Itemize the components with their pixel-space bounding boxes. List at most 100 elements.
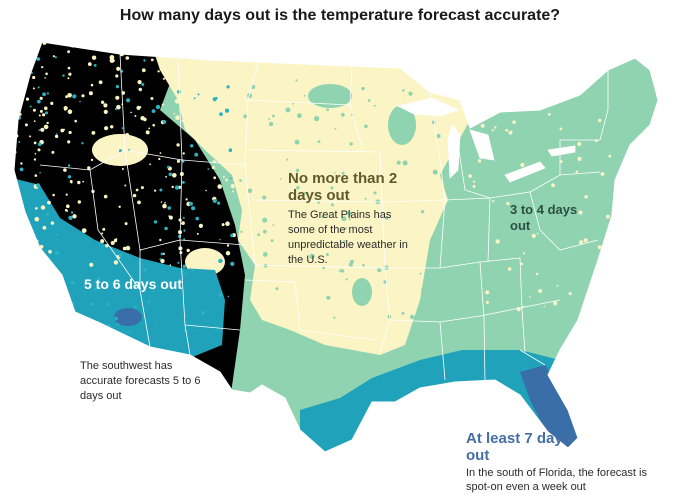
- texture-speckle: [173, 62, 177, 66]
- texture-speckle: [121, 127, 124, 129]
- texture-speckle: [536, 232, 539, 235]
- texture-speckle: [147, 300, 151, 304]
- texture-speckle: [172, 173, 177, 178]
- texture-speckle: [348, 262, 353, 267]
- texture-speckle: [182, 152, 185, 155]
- texture-speckle: [125, 133, 130, 138]
- texture-speckle: [82, 180, 85, 183]
- texture-speckle: [295, 79, 298, 82]
- texture-speckle: [141, 68, 146, 73]
- texture-speckle: [24, 239, 27, 242]
- texture-speckle: [209, 118, 212, 121]
- texture-speckle: [206, 88, 209, 91]
- texture-speckle: [116, 161, 121, 166]
- texture-speckle: [543, 305, 546, 308]
- texture-speckle: [560, 160, 563, 164]
- texture-speckle: [321, 215, 324, 219]
- texture-speckle: [39, 109, 43, 113]
- texture-speckle: [145, 130, 150, 135]
- texture-speckle: [190, 69, 192, 72]
- texture-speckle: [608, 154, 612, 158]
- east-patch-2: [388, 105, 416, 145]
- texture-speckle: [432, 169, 438, 175]
- texture-speckle: [81, 228, 87, 234]
- texture-speckle: [24, 123, 28, 127]
- texture-speckle: [118, 149, 123, 153]
- texture-speckle: [34, 153, 37, 155]
- texture-speckle: [317, 140, 321, 144]
- texture-speckle: [317, 201, 320, 204]
- texture-speckle: [67, 140, 71, 144]
- texture-speckle: [67, 175, 72, 179]
- texture-speckle: [174, 99, 180, 104]
- texture-speckle: [338, 97, 343, 103]
- texture-speckle: [40, 127, 45, 132]
- texture-speckle: [169, 264, 172, 267]
- texture-speckle: [188, 201, 193, 206]
- texture-speckle: [196, 329, 199, 332]
- texture-speckle: [322, 266, 325, 270]
- texture-speckle: [100, 100, 105, 105]
- texture-speckle: [522, 252, 526, 255]
- texture-speckle: [155, 104, 161, 110]
- texture-speckle: [134, 305, 138, 309]
- texture-speckle: [194, 152, 199, 157]
- texture-speckle: [196, 232, 199, 235]
- texture-speckle: [211, 100, 213, 102]
- texture-speckle: [373, 191, 377, 195]
- texture-speckle: [159, 188, 163, 192]
- texture-speckle: [216, 77, 219, 80]
- texture-speckle: [446, 302, 450, 307]
- texture-speckle: [198, 223, 203, 228]
- texture-speckle: [589, 293, 594, 298]
- texture-speckle: [121, 168, 124, 170]
- texture-speckle: [148, 127, 151, 130]
- texture-speckle: [101, 232, 104, 235]
- texture-speckle: [137, 80, 142, 85]
- texture-speckle: [81, 94, 85, 98]
- texture-speckle: [208, 147, 211, 150]
- texture-speckle: [334, 127, 337, 130]
- texture-speckle: [349, 142, 353, 146]
- texture-speckle: [32, 108, 36, 112]
- texture-speckle: [150, 58, 154, 62]
- texture-speckle: [38, 114, 41, 117]
- texture-speckle: [31, 251, 34, 255]
- texture-speckle: [187, 267, 190, 269]
- plains-note: The Great Plains has some of the most un…: [288, 209, 408, 266]
- texture-speckle: [29, 105, 32, 108]
- texture-speckle: [243, 315, 246, 318]
- texture-speckle: [285, 107, 291, 113]
- texture-speckle: [506, 201, 510, 206]
- texture-speckle: [257, 233, 261, 237]
- texture-speckle: [208, 256, 212, 260]
- texture-speckle: [19, 87, 22, 91]
- texture-speckle: [294, 139, 300, 145]
- texture-speckle: [67, 50, 70, 54]
- texture-speckle: [553, 301, 558, 306]
- texture-speckle: [36, 57, 41, 61]
- texture-speckle: [118, 205, 121, 208]
- texture-speckle: [204, 140, 207, 143]
- texture-speckle: [37, 148, 41, 152]
- texture-speckle: [223, 39, 226, 42]
- texture-speckle: [160, 258, 165, 264]
- texture-speckle: [166, 165, 170, 169]
- texture-speckle: [165, 175, 168, 178]
- texture-speckle: [230, 141, 233, 144]
- texture-speckle: [295, 168, 300, 173]
- texture-speckle: [181, 221, 185, 226]
- texture-speckle: [225, 157, 228, 160]
- texture-speckle: [230, 261, 235, 266]
- texture-speckle: [160, 252, 164, 256]
- texture-speckle: [333, 316, 336, 319]
- texture-speckle: [115, 238, 118, 241]
- texture-speckle: [20, 162, 23, 165]
- texture-speckle: [486, 300, 489, 304]
- texture-speckle: [37, 43, 39, 46]
- texture-speckle: [205, 189, 207, 192]
- texture-speckle: [114, 316, 118, 321]
- texture-speckle: [110, 241, 115, 245]
- texture-speckle: [105, 244, 109, 248]
- map-title: How many days out is the temperature for…: [119, 7, 561, 24]
